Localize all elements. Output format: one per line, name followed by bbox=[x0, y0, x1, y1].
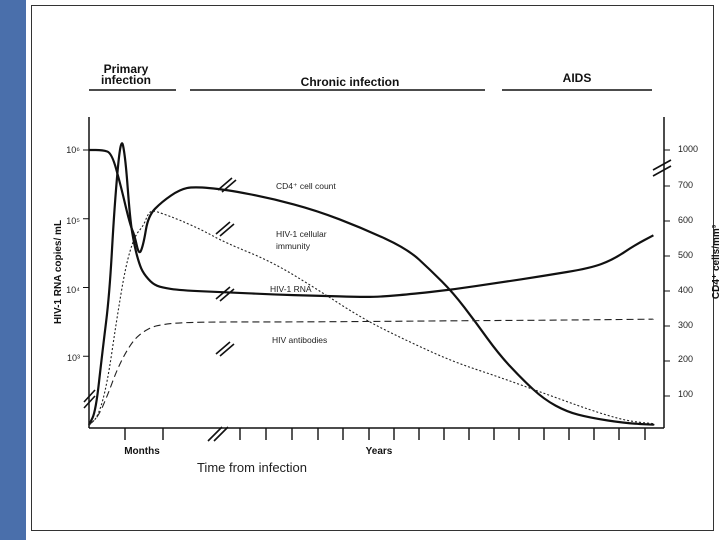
phase-primary-label-line1: Primary bbox=[104, 62, 149, 76]
series-line-rna bbox=[88, 142, 654, 426]
axis-break-bottom bbox=[207, 426, 229, 442]
right-tick-label: 200 bbox=[678, 354, 693, 364]
series-break-antibodies bbox=[215, 341, 235, 357]
left-axis-title: HIV-1 RNA copies/ mL bbox=[53, 220, 64, 324]
left-tick-label-1e5: 10⁵ bbox=[66, 216, 80, 226]
right-ticks: 1000 700 600 500 400 300 200 100 bbox=[664, 144, 698, 399]
right-tick-label: 1000 bbox=[678, 144, 698, 154]
axes bbox=[88, 117, 665, 429]
x-tick-label-months: Months bbox=[124, 446, 160, 457]
series-break-cd4 bbox=[217, 177, 237, 193]
annotation-cellular-immunity-line2: immunity bbox=[276, 241, 311, 251]
axis-break-right bbox=[652, 159, 672, 177]
right-tick-label: 400 bbox=[678, 285, 693, 295]
series-break-cellular-immunity bbox=[215, 221, 235, 237]
phase-primary-label-line2: infection bbox=[101, 73, 151, 87]
right-tick-label: 700 bbox=[678, 180, 693, 190]
axis-break-left bbox=[83, 389, 96, 409]
annotation-antibodies: HIV antibodies bbox=[272, 335, 327, 345]
right-axis-title: CD4⁺ cells/mm³ bbox=[711, 224, 720, 299]
x-tick-label-years: Years bbox=[366, 446, 393, 457]
annotation-cd4: CD4⁺ cell count bbox=[276, 181, 336, 191]
slide-frame bbox=[31, 5, 714, 531]
right-tick-label: 100 bbox=[678, 389, 693, 399]
x-axis-title: Time from infection bbox=[197, 460, 307, 475]
right-tick-label: 500 bbox=[678, 250, 693, 260]
series-break-rna bbox=[215, 286, 235, 302]
series-line-antibodies bbox=[88, 318, 654, 426]
series-line-cd4 bbox=[88, 148, 655, 426]
series-line-cellular-immunity bbox=[88, 210, 654, 426]
axis-breaks bbox=[83, 159, 672, 442]
left-tick-label-1e6: 10⁶ bbox=[66, 145, 80, 155]
annotation-cellular-immunity-line1: HIV-1 cellular bbox=[276, 229, 327, 239]
right-tick-label: 600 bbox=[678, 215, 693, 225]
right-tick-label: 300 bbox=[678, 320, 693, 330]
left-tick-label-1e4: 10⁴ bbox=[66, 285, 80, 295]
left-tick-label-1e3: 10³ bbox=[67, 353, 80, 363]
left-ticks: 10⁶ 10⁵ 10⁴ 10³ bbox=[66, 145, 89, 363]
phase-chronic-label: Chronic infection bbox=[301, 75, 400, 89]
x-tick-marks bbox=[124, 428, 646, 440]
slide-sidebar-bar bbox=[0, 0, 26, 540]
annotation-rna: HIV-1 RNA bbox=[270, 284, 312, 294]
phase-aids-label: AIDS bbox=[563, 71, 592, 85]
